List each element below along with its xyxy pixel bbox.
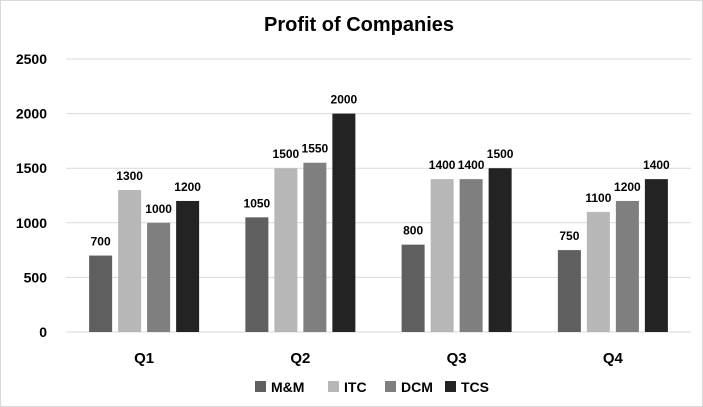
legend-label: M&M (271, 379, 304, 395)
data-label: 750 (559, 229, 579, 243)
y-tick-label: 2500 (16, 51, 47, 67)
x-category-label: Q4 (603, 350, 624, 367)
x-category-label: Q2 (290, 350, 310, 367)
bar (303, 162, 327, 332)
data-label: 1400 (643, 158, 670, 172)
y-axis-ticks: 0 500 1000 1500 2000 2500 (16, 51, 47, 340)
data-label: 1300 (116, 169, 143, 183)
legend-label: DCM (401, 379, 433, 395)
bar (430, 179, 454, 332)
y-tick-label: 0 (39, 324, 47, 340)
bar (644, 179, 668, 332)
bar (147, 222, 171, 332)
bar (118, 190, 142, 332)
bar (89, 255, 113, 332)
x-category-label: Q1 (134, 350, 154, 367)
bar (274, 168, 298, 332)
x-axis-categories: Q1 Q2 Q3 Q4 (134, 350, 623, 367)
bar (459, 179, 483, 332)
legend-swatch (328, 381, 339, 392)
data-label: 1100 (585, 191, 611, 205)
data-label: 1200 (614, 180, 641, 194)
x-category-label: Q3 (447, 350, 467, 367)
y-tick-label: 2000 (16, 106, 47, 122)
bar (488, 168, 512, 332)
legend-swatch (445, 381, 456, 392)
legend-label: TCS (461, 379, 489, 395)
data-label: 1500 (273, 147, 300, 161)
chart-title: Profit of Companies (264, 14, 454, 36)
bar (332, 113, 356, 332)
data-label: 1400 (458, 158, 485, 172)
bars (89, 113, 668, 332)
y-tick-label: 1000 (16, 215, 47, 231)
data-label: 1500 (487, 147, 514, 161)
legend-label: ITC (344, 379, 367, 395)
legend: M&M ITC DCM TCS (255, 379, 489, 395)
data-label: 800 (403, 224, 423, 238)
bar (176, 200, 200, 332)
data-label: 1050 (244, 196, 271, 210)
data-label: 2000 (331, 93, 358, 107)
bar (557, 250, 581, 332)
legend-swatch (385, 381, 396, 392)
legend-swatch (255, 381, 266, 392)
data-label: 1000 (145, 202, 172, 216)
bar (615, 200, 639, 332)
data-label: 700 (91, 235, 111, 249)
data-label: 1400 (429, 158, 456, 172)
bar (586, 211, 610, 332)
bar (401, 244, 425, 332)
data-label: 1200 (174, 180, 201, 194)
data-label: 1550 (302, 142, 329, 156)
gridlines (66, 58, 691, 333)
y-tick-label: 500 (24, 269, 48, 285)
y-tick-label: 1500 (16, 160, 47, 176)
bar (245, 217, 269, 332)
